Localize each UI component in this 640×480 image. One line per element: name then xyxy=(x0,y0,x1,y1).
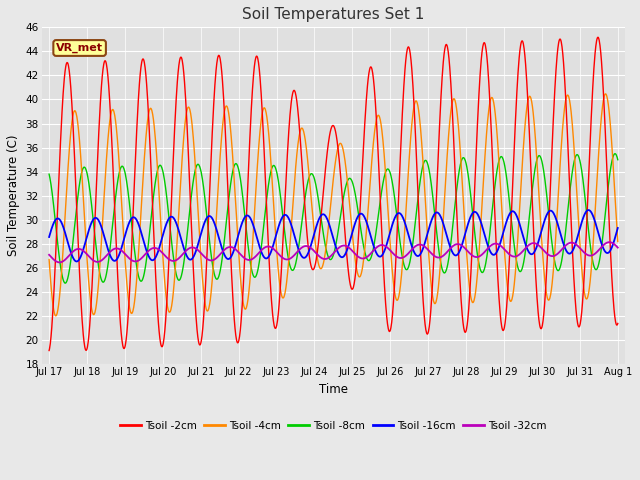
Tsoil -8cm xyxy=(299,214,307,220)
Tsoil -32cm xyxy=(45,252,53,258)
Tsoil -4cm xyxy=(309,215,317,220)
Tsoil -4cm xyxy=(614,239,621,244)
Tsoil -32cm xyxy=(605,239,613,245)
Tsoil -2cm xyxy=(594,35,602,40)
Tsoil -2cm xyxy=(113,242,120,248)
Tsoil -16cm xyxy=(585,207,593,213)
Line: Tsoil -16cm: Tsoil -16cm xyxy=(49,210,618,262)
Tsoil -2cm xyxy=(287,108,294,113)
Tsoil -4cm xyxy=(602,91,609,97)
Tsoil -32cm xyxy=(369,248,377,254)
Tsoil -4cm xyxy=(113,128,120,134)
Title: Soil Temperatures Set 1: Soil Temperatures Set 1 xyxy=(243,7,424,22)
Line: Tsoil -2cm: Tsoil -2cm xyxy=(49,37,618,350)
Tsoil -32cm xyxy=(309,247,317,252)
Line: Tsoil -4cm: Tsoil -4cm xyxy=(49,94,618,316)
Tsoil -2cm xyxy=(89,261,97,266)
Tsoil -8cm xyxy=(90,220,97,226)
Tsoil -4cm xyxy=(287,231,294,237)
Tsoil -8cm xyxy=(61,280,69,286)
Tsoil -4cm xyxy=(299,126,307,132)
Tsoil -32cm xyxy=(56,260,63,265)
Tsoil -16cm xyxy=(45,234,53,240)
Tsoil -16cm xyxy=(309,236,317,242)
Tsoil -32cm xyxy=(287,255,294,261)
Tsoil -16cm xyxy=(369,241,377,247)
Tsoil -2cm xyxy=(298,164,306,169)
Text: VR_met: VR_met xyxy=(56,43,103,53)
Line: Tsoil -32cm: Tsoil -32cm xyxy=(49,242,618,263)
Tsoil -8cm xyxy=(614,157,621,163)
Tsoil -4cm xyxy=(52,313,60,319)
Tsoil -32cm xyxy=(113,246,120,252)
Tsoil -2cm xyxy=(369,71,376,76)
Legend: Tsoil -2cm, Tsoil -4cm, Tsoil -8cm, Tsoil -16cm, Tsoil -32cm: Tsoil -2cm, Tsoil -4cm, Tsoil -8cm, Tsoi… xyxy=(116,417,551,435)
Y-axis label: Soil Temperature (C): Soil Temperature (C) xyxy=(7,135,20,256)
Tsoil -8cm xyxy=(287,265,294,271)
Tsoil -4cm xyxy=(369,143,377,149)
Tsoil -8cm xyxy=(309,172,317,178)
Tsoil -2cm xyxy=(614,321,621,326)
Tsoil -4cm xyxy=(90,312,97,317)
Tsoil -16cm xyxy=(72,259,80,264)
Tsoil -16cm xyxy=(299,254,307,260)
X-axis label: Time: Time xyxy=(319,383,348,396)
Tsoil -8cm xyxy=(45,171,53,177)
Tsoil -32cm xyxy=(614,245,621,251)
Tsoil -4cm xyxy=(45,257,53,263)
Tsoil -32cm xyxy=(90,258,97,264)
Tsoil -2cm xyxy=(45,348,53,353)
Tsoil -16cm xyxy=(614,225,621,231)
Tsoil -16cm xyxy=(90,216,97,222)
Line: Tsoil -8cm: Tsoil -8cm xyxy=(49,154,618,283)
Tsoil -8cm xyxy=(369,247,377,252)
Tsoil -32cm xyxy=(299,244,307,250)
Tsoil -16cm xyxy=(287,221,294,227)
Tsoil -2cm xyxy=(308,266,316,272)
Tsoil -8cm xyxy=(113,186,120,192)
Tsoil -16cm xyxy=(113,257,120,263)
Tsoil -8cm xyxy=(611,151,619,156)
